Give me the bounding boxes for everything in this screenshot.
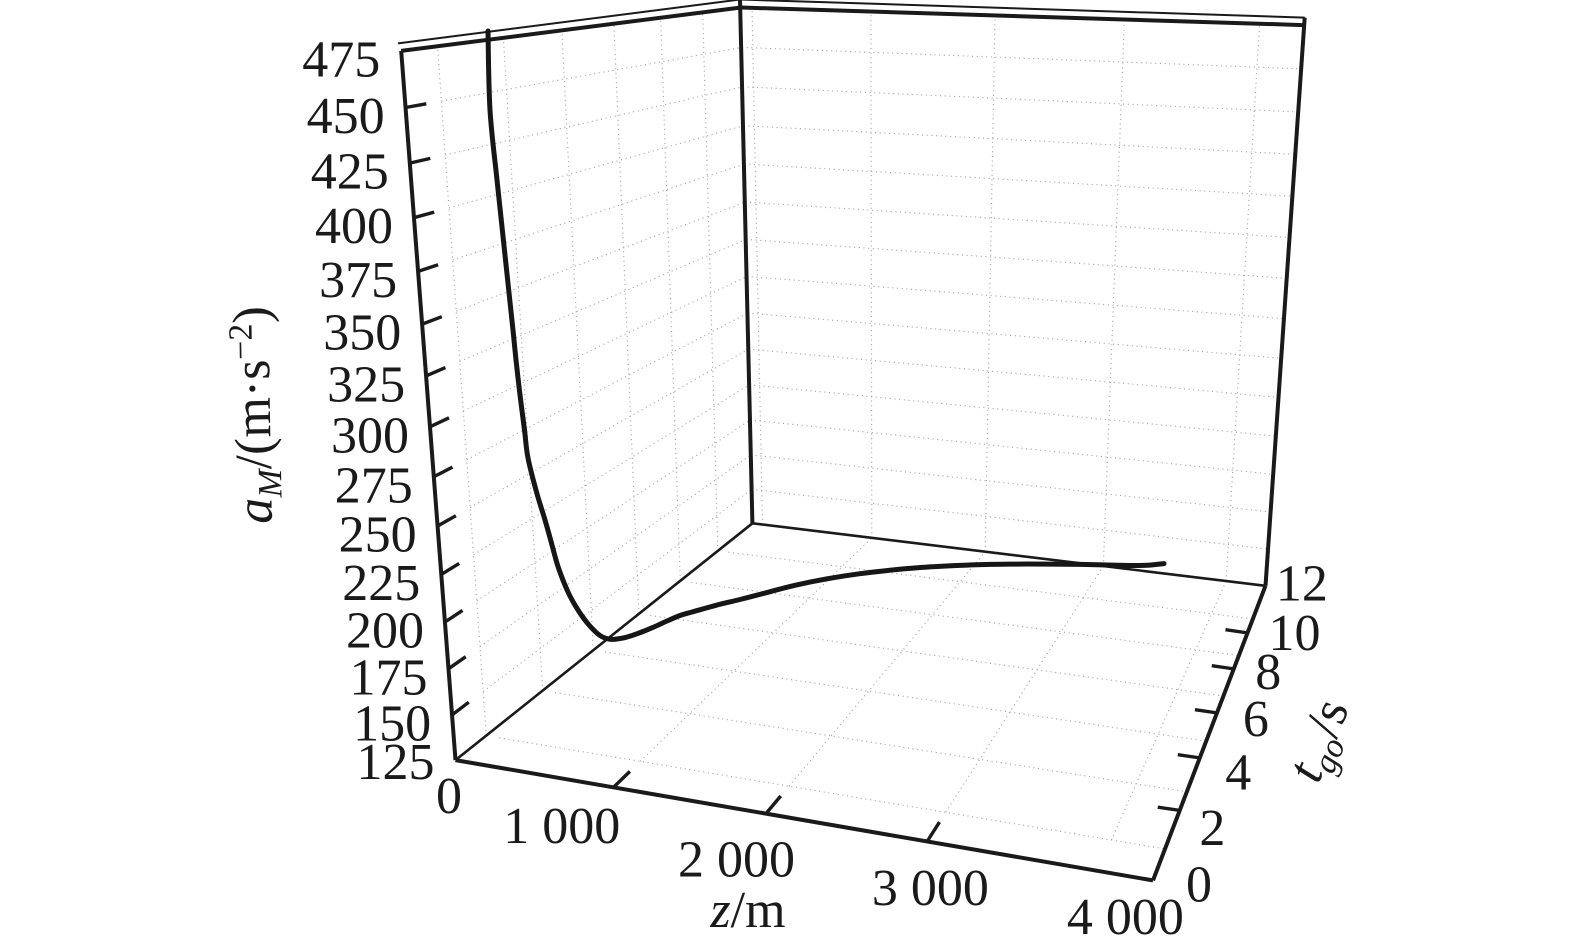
svg-text:12: 12 bbox=[1276, 556, 1328, 613]
svg-text:8: 8 bbox=[1255, 644, 1281, 701]
svg-text:0: 0 bbox=[436, 768, 462, 825]
svg-text:400: 400 bbox=[315, 198, 393, 255]
svg-text:1 000: 1 000 bbox=[503, 798, 620, 855]
svg-text:250: 250 bbox=[339, 507, 417, 564]
svg-text:475: 475 bbox=[302, 31, 380, 88]
svg-text:z/m: z/m bbox=[709, 882, 785, 939]
svg-text:425: 425 bbox=[311, 144, 389, 201]
svg-text:4 000: 4 000 bbox=[1067, 889, 1184, 946]
svg-text:3 000: 3 000 bbox=[872, 860, 989, 917]
svg-text:200: 200 bbox=[346, 603, 424, 660]
svg-text:300: 300 bbox=[331, 407, 409, 464]
svg-text:175: 175 bbox=[350, 649, 428, 706]
svg-text:450: 450 bbox=[307, 88, 385, 145]
svg-text:0: 0 bbox=[1186, 857, 1212, 914]
svg-text:aM/(m·s−2): aM/(m·s−2) bbox=[222, 306, 290, 525]
svg-text:350: 350 bbox=[323, 305, 401, 362]
svg-text:375: 375 bbox=[319, 252, 397, 309]
svg-text:150: 150 bbox=[353, 695, 431, 752]
svg-text:2 000: 2 000 bbox=[678, 832, 795, 889]
svg-text:125: 125 bbox=[357, 734, 435, 791]
svg-text:4: 4 bbox=[1225, 744, 1251, 801]
svg-text:tgo/s: tgo/s bbox=[1276, 691, 1366, 792]
svg-text:225: 225 bbox=[342, 555, 420, 612]
svg-text:2: 2 bbox=[1199, 800, 1225, 857]
svg-text:6: 6 bbox=[1243, 691, 1269, 748]
svg-text:10: 10 bbox=[1269, 605, 1321, 662]
svg-text:275: 275 bbox=[335, 457, 413, 514]
svg-text:325: 325 bbox=[327, 356, 405, 413]
